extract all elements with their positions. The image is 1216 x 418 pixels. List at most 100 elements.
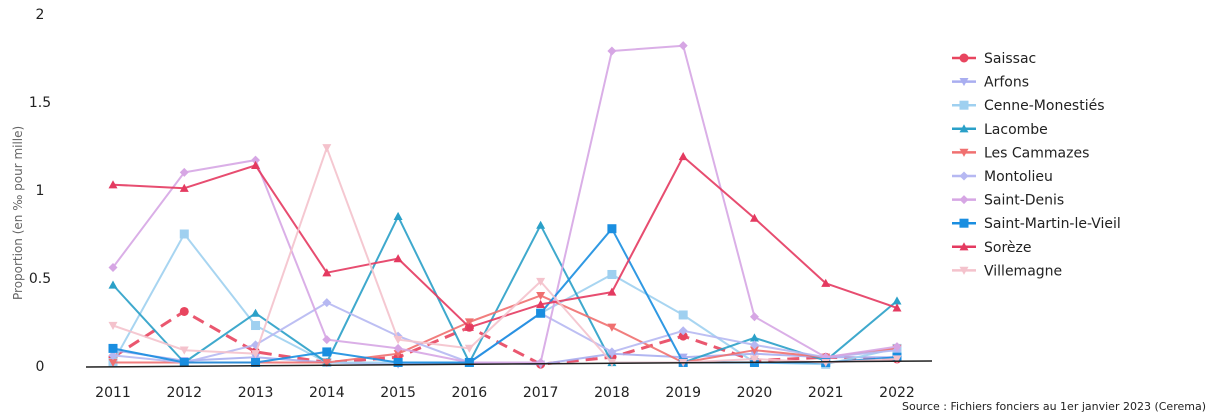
data-point — [678, 353, 688, 362]
y-axis-ticks: 0 0.5 1 1.5 2 — [29, 7, 51, 375]
data-point — [536, 357, 546, 367]
x-tick-label: 2013 — [238, 385, 274, 401]
data-point — [108, 180, 118, 189]
data-point — [179, 357, 189, 367]
data-point — [464, 318, 474, 327]
data-point — [108, 350, 118, 360]
data-point — [393, 343, 403, 353]
data-point — [821, 278, 831, 287]
data-point — [607, 323, 617, 332]
legend: Saissac Arfons Cenne-Monestiés Lacombe Les C… — [952, 51, 1121, 279]
data-point — [393, 357, 403, 367]
x-tick-label: 2020 — [737, 385, 773, 401]
legend-label: Lacombe — [984, 122, 1048, 138]
data-point — [393, 350, 403, 359]
legend-item: Sorèze — [952, 240, 1031, 256]
y-axis-title: Proportion (en ‰ pour mille) — [11, 126, 25, 300]
legend-item: Saint-Denis — [952, 193, 1064, 209]
legend-marker — [959, 266, 969, 275]
legend-marker — [959, 218, 969, 228]
legend-label: Arfons — [984, 75, 1029, 91]
data-point — [322, 268, 332, 277]
data-point — [536, 277, 546, 287]
data-point — [108, 358, 118, 367]
legend-item: Cenne-Monestiés — [952, 98, 1105, 114]
x-axis-line — [85, 360, 933, 368]
series-Saint-Denis — [108, 41, 902, 367]
data-point — [108, 321, 118, 331]
legend-marker — [959, 195, 969, 205]
legend-label: Saint-Denis — [984, 193, 1064, 209]
data-point — [607, 269, 617, 279]
data-point — [108, 280, 118, 289]
legend-label: Sorèze — [984, 240, 1031, 256]
data-point — [179, 229, 189, 239]
data-point — [464, 322, 474, 331]
data-point — [749, 333, 759, 342]
series-line — [112, 146, 898, 364]
series-line — [112, 155, 898, 329]
data-point — [179, 183, 189, 192]
legend-marker — [959, 124, 969, 133]
data-point — [749, 312, 759, 322]
data-point — [251, 160, 261, 169]
legend-marker — [959, 78, 969, 87]
data-point — [678, 41, 688, 51]
data-point — [749, 346, 759, 355]
data-point — [251, 321, 261, 331]
legend-label: Saissac — [984, 51, 1036, 67]
data-point — [108, 262, 118, 272]
series-line — [112, 44, 898, 364]
data-point — [892, 303, 902, 312]
x-tick-label: 2015 — [380, 385, 416, 401]
data-point — [322, 144, 332, 153]
data-point — [678, 310, 688, 320]
series-line — [112, 215, 898, 364]
data-point — [678, 331, 688, 341]
legend-marker — [959, 171, 969, 181]
x-tick-label: 2016 — [452, 385, 488, 401]
data-point — [749, 340, 759, 350]
legend-label: Montolieu — [984, 169, 1053, 185]
legend-item: Lacombe — [952, 122, 1048, 138]
data-point — [536, 299, 546, 308]
legend-label: Saint-Martin-le-Vieil — [984, 216, 1121, 232]
y-tick-label: 1.5 — [29, 95, 51, 111]
legend-item: Les Cammazes — [952, 145, 1089, 161]
x-tick-label: 2019 — [665, 385, 701, 401]
legend-item: Saissac — [952, 51, 1036, 67]
data-point — [464, 344, 474, 353]
data-point — [749, 355, 759, 364]
data-point — [607, 46, 617, 56]
y-tick-label: 0.5 — [29, 271, 51, 287]
legend-label: Cenne-Monestiés — [984, 98, 1105, 114]
data-point — [393, 211, 403, 220]
data-point — [607, 224, 617, 234]
legend-item: Saint-Martin-le-Vieil — [952, 216, 1121, 232]
data-point — [536, 292, 546, 301]
legend-marker — [959, 148, 969, 157]
data-point — [322, 335, 332, 345]
legend-item: Villemagne — [952, 263, 1062, 279]
series-lines — [108, 41, 902, 369]
data-point — [322, 358, 332, 367]
x-tick-label: 2012 — [166, 385, 202, 401]
x-tick-label: 2021 — [808, 385, 844, 401]
series-line — [112, 309, 898, 366]
data-point — [678, 326, 688, 336]
y-tick-label: 2 — [36, 7, 45, 23]
data-point — [251, 155, 261, 165]
y-tick-label: 0 — [36, 359, 45, 375]
data-point — [251, 357, 261, 367]
data-point — [179, 306, 189, 316]
legend-item: Montolieu — [952, 169, 1053, 185]
y-tick-label: 1 — [36, 183, 45, 199]
data-point — [251, 350, 261, 359]
data-point — [536, 308, 546, 318]
data-point — [749, 213, 759, 222]
legend-item: Arfons — [952, 75, 1029, 91]
data-point — [179, 346, 189, 355]
data-point — [464, 357, 474, 367]
data-point — [607, 347, 617, 357]
